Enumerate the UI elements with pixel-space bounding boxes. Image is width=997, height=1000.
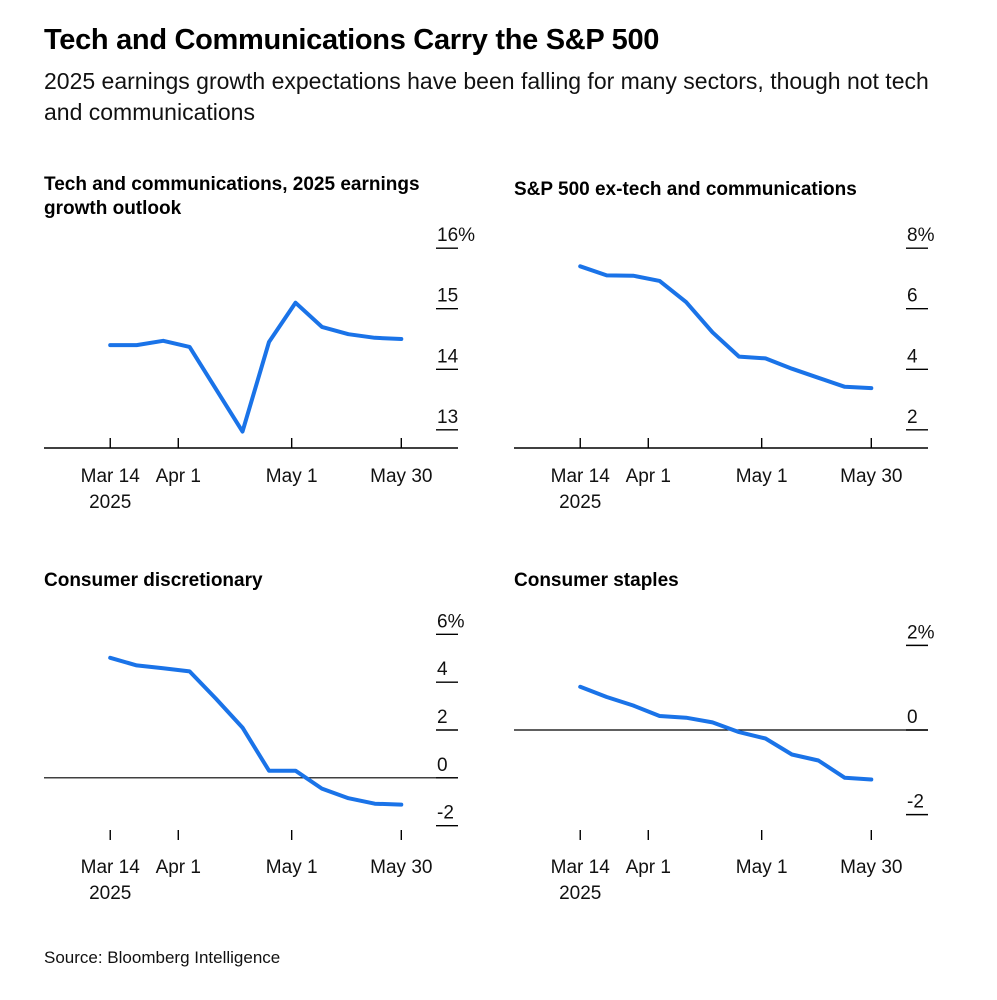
- x-tick-label: May 1: [736, 466, 788, 487]
- chart-consumer-discretionary: Consumer discretionary 6% 4 2 0 -2 Mar 14 2025 A…: [44, 570, 465, 904]
- y-tick-label: 16%: [437, 225, 475, 246]
- x-tick-label: May 1: [736, 857, 788, 878]
- chart-sp500-ex-tech: S&P 500 ex-tech and communications 8% 6 4 2 M…: [514, 179, 935, 513]
- x-tick-label: Mar 14: [551, 466, 611, 487]
- chart-consumer-staples: Consumer staples 2% 0 -2 Mar 14 2025 Apr 1 May …: [514, 570, 935, 904]
- y-tick-label: 13: [437, 407, 458, 428]
- y-tick-label: 0: [437, 755, 448, 776]
- x-tick-label: May 30: [840, 857, 902, 878]
- y-tick-label: 2: [907, 407, 918, 428]
- y-tick-label: 6: [907, 286, 918, 307]
- chart-title-line: growth outlook: [44, 198, 182, 219]
- x-tick-label: Apr 1: [156, 466, 201, 487]
- x-tick-label: Apr 1: [626, 466, 671, 487]
- y-tick-label: 15: [437, 286, 458, 307]
- x-tick-label: May 30: [370, 857, 432, 878]
- y-tick-label: 14: [437, 346, 459, 367]
- x-tick-label: Mar 14: [81, 466, 141, 487]
- x-tick-sublabel: 2025: [89, 883, 131, 904]
- x-tick-label: May 30: [370, 466, 432, 487]
- x-tick-sublabel: 2025: [89, 492, 131, 513]
- chart-title-line: S&P 500 ex-tech and communications: [514, 179, 857, 200]
- y-tick-label: 8%: [907, 225, 935, 246]
- x-tick-sublabel: 2025: [559, 883, 601, 904]
- x-tick-label: May 1: [266, 466, 318, 487]
- source-note: Source: Bloomberg Intelligence: [44, 948, 281, 967]
- x-tick-label: May 1: [266, 857, 318, 878]
- chart-title-line: Consumer staples: [514, 570, 679, 591]
- y-tick-label: 4: [437, 659, 448, 680]
- y-tick-label: 6%: [437, 611, 465, 632]
- x-tick-sublabel: 2025: [559, 492, 601, 513]
- y-tick-label: -2: [907, 792, 924, 813]
- chart-tech-communications: Tech and communications, 2025 earnings gr…: [44, 174, 475, 513]
- y-tick-label: 2: [437, 707, 448, 728]
- chart-title-line: Tech and communications, 2025 earnings: [44, 174, 420, 195]
- x-tick-label: Apr 1: [156, 857, 201, 878]
- series-line: [578, 264, 874, 391]
- y-tick-label: 4: [907, 346, 918, 367]
- series-line: [108, 655, 404, 807]
- x-tick-label: Mar 14: [81, 857, 141, 878]
- y-tick-label: 2%: [907, 622, 935, 643]
- y-tick-label: -2: [437, 803, 454, 824]
- series-line: [578, 684, 874, 782]
- page-title: Tech and Communications Carry the S&P 50…: [44, 24, 660, 56]
- x-tick-label: Mar 14: [551, 857, 611, 878]
- page-subtitle: 2025 earnings growth expectations have b…: [44, 68, 929, 125]
- y-tick-label: 0: [907, 707, 918, 728]
- chart-title-line: Consumer discretionary: [44, 570, 263, 591]
- x-tick-label: Apr 1: [626, 857, 671, 878]
- x-tick-label: May 30: [840, 466, 902, 487]
- series-line: [108, 300, 404, 434]
